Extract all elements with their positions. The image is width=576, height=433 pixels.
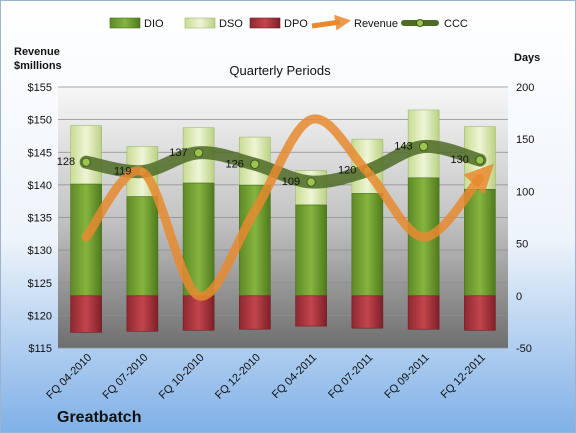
- ccc-data-label: 109: [282, 176, 300, 188]
- legend-item-dpo: DPO: [249, 17, 308, 30]
- data-labels: 128 119 137 126 109 120 143 130: [57, 141, 469, 188]
- bar-dso: [70, 125, 102, 185]
- legend-item-dio: DIO: [109, 17, 164, 30]
- legend-label: Revenue: [354, 18, 398, 30]
- ccc-data-label: 137: [169, 147, 187, 159]
- ccc-point: [418, 141, 429, 152]
- ccc-data-label: 126: [226, 158, 244, 170]
- ccc-point: [81, 157, 91, 167]
- left-axis-tick: $135: [28, 213, 52, 225]
- right-axis-tick: 50: [516, 239, 528, 251]
- right-axis-tick: 100: [516, 186, 534, 198]
- legend-label: DIO: [144, 18, 164, 30]
- ccc-data-label: 143: [394, 141, 412, 153]
- left-axis-tick: $140: [28, 180, 52, 192]
- left-axis-tick: $125: [28, 278, 52, 290]
- legend: DIO DSO DPO Revenue CCC: [109, 14, 468, 31]
- legend-item-ccc: CCC: [401, 18, 468, 30]
- ccc-data-label: 120: [338, 165, 356, 177]
- right-axis-tick: 0: [516, 291, 522, 303]
- bar-dio: [351, 193, 384, 297]
- legend-item-revenue: Revenue: [311, 14, 398, 31]
- legend-swatch: [311, 14, 352, 31]
- bar-dpo: [295, 295, 327, 327]
- company-name: Greatbatch: [57, 409, 141, 426]
- left-axis-tick: $115: [28, 343, 52, 355]
- left-axis-tick: $155: [28, 82, 52, 94]
- right-axis-tick: 200: [516, 82, 534, 94]
- left-axis-title-line1: Revenue: [14, 46, 60, 58]
- legend-label: CCC: [444, 18, 468, 30]
- bar-dpo: [182, 295, 215, 331]
- right-axis-tick: 150: [516, 134, 534, 146]
- ccc-data-label: 130: [451, 154, 469, 166]
- right-axis-tick: -50: [516, 343, 532, 355]
- legend-label: DSO: [219, 18, 243, 30]
- bar-dpo: [70, 295, 102, 333]
- ccc-data-label: 119: [114, 166, 132, 178]
- bar-dio: [464, 189, 496, 297]
- bar-dpo: [464, 295, 496, 331]
- ccc-point: [306, 177, 316, 187]
- series-lines: [79, 114, 494, 301]
- legend-item-dso: DSO: [184, 17, 243, 30]
- legend-swatch: [109, 17, 141, 29]
- left-axis-tick: $130: [28, 245, 52, 257]
- ccc-point: [250, 159, 260, 169]
- legend-swatch: [184, 17, 216, 29]
- legend-label: DPO: [284, 18, 308, 30]
- left-axis-tick: $120: [28, 310, 52, 322]
- bar-dio: [126, 196, 159, 297]
- left-axis-title-line2: $millions: [14, 60, 62, 72]
- legend-marker: [416, 19, 424, 27]
- bar-dpo: [239, 295, 271, 330]
- chart-subtitle: Quarterly Periods: [229, 63, 331, 78]
- left-axis-tick: $150: [28, 115, 52, 127]
- revenue-line: [81, 114, 494, 301]
- bar-dpo: [126, 295, 159, 332]
- legend-swatch: [249, 17, 281, 29]
- bar-dpo: [351, 295, 384, 329]
- right-axis-title: Days: [514, 52, 540, 64]
- ccc-point: [193, 148, 204, 158]
- bar-dio: [70, 183, 102, 297]
- ccc-data-label: 128: [57, 156, 75, 168]
- bar-dio: [295, 204, 327, 297]
- bar-dpo: [407, 295, 440, 330]
- ccc-point: [475, 155, 485, 165]
- left-axis-tick: $145: [28, 147, 52, 159]
